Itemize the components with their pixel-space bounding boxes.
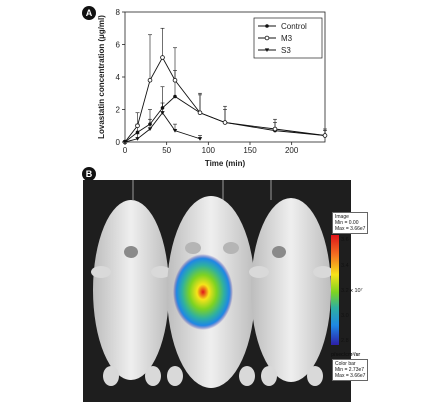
legend-marker [264, 35, 270, 41]
x-tick-label: 150 [243, 146, 257, 155]
color-bar-tick: 3.4 [341, 263, 349, 269]
color-bar-unit: p/sec/cm²/sr [331, 352, 361, 358]
data-point [122, 140, 128, 144]
color-bar-tick: 2.8 [341, 338, 349, 344]
mouse-middle [167, 196, 255, 388]
data-point [172, 77, 178, 83]
x-axis-title: Time (min) [205, 159, 246, 168]
image-info-title: Image [335, 214, 349, 220]
series-line [124, 111, 201, 143]
color-bar-info-title: Color bar [335, 361, 356, 367]
mouse-right [249, 198, 333, 386]
data-point [322, 133, 328, 138]
data-point [160, 55, 165, 60]
data-point [272, 126, 278, 132]
data-point [147, 127, 153, 131]
series-m3 [122, 27, 328, 145]
color-bar-info-max: Max = 3.66e7 [335, 373, 366, 379]
panel-b-badge: B [82, 167, 96, 181]
data-point [197, 110, 203, 116]
image-info-box: Image Min = 0.00 Max = 3.66e7 [332, 212, 369, 234]
bioluminescence-signal [173, 254, 233, 330]
panel-a-badge: A [82, 6, 96, 20]
color-bar-tick: 3.6 [341, 237, 349, 243]
y-axis-title: Lovastatin concentration (µg/ml) [97, 15, 106, 139]
data-point [135, 130, 140, 135]
data-point [172, 129, 178, 133]
pk-line-chart: 0 50 100 150 200 0 2 4 6 8 Time (min) Lovastatin … [97, 8, 328, 168]
y-tick-label: 6 [116, 41, 121, 50]
y-tick-label: 2 [116, 106, 121, 115]
legend-marker [265, 24, 269, 28]
color-bar [331, 235, 339, 345]
data-point [147, 77, 153, 83]
color-bar-tick: 3.2 x 10⁷ [341, 288, 363, 294]
series-line [124, 56, 326, 143]
x-tick-label: 50 [162, 146, 171, 155]
data-point [160, 111, 165, 115]
data-point [173, 94, 177, 99]
x-tick-label: 100 [202, 146, 216, 155]
color-bar-tick: 3.0 [341, 313, 349, 319]
mouse-left [91, 200, 171, 386]
image-info-max: Max = 3.66e7 [335, 226, 366, 232]
y-tick-label: 8 [116, 8, 121, 17]
mice-illustration [83, 180, 351, 402]
legend: Control M3 S3 [253, 17, 323, 59]
y-tick-label: 0 [116, 138, 121, 147]
legend-label: M3 [281, 34, 293, 43]
data-point [222, 120, 228, 125]
data-point [135, 123, 140, 129]
legend-label: S3 [281, 46, 291, 55]
y-tick-label: 4 [116, 73, 121, 82]
legend-label: Control [281, 22, 307, 31]
legend-marker [264, 48, 270, 52]
mouse-imaging-photo [83, 180, 351, 402]
series-s3 [122, 102, 203, 144]
x-tick-label: 0 [123, 146, 128, 155]
data-point [197, 137, 203, 141]
color-bar-info-min: Min = 2.73e7 [335, 367, 365, 373]
image-info-min: Min = 0.00 [335, 220, 359, 226]
color-bar-info-box: Color bar Min = 2.73e7 Max = 3.66e7 [332, 359, 369, 381]
x-tick-label: 200 [285, 146, 299, 155]
data-point [135, 137, 140, 141]
